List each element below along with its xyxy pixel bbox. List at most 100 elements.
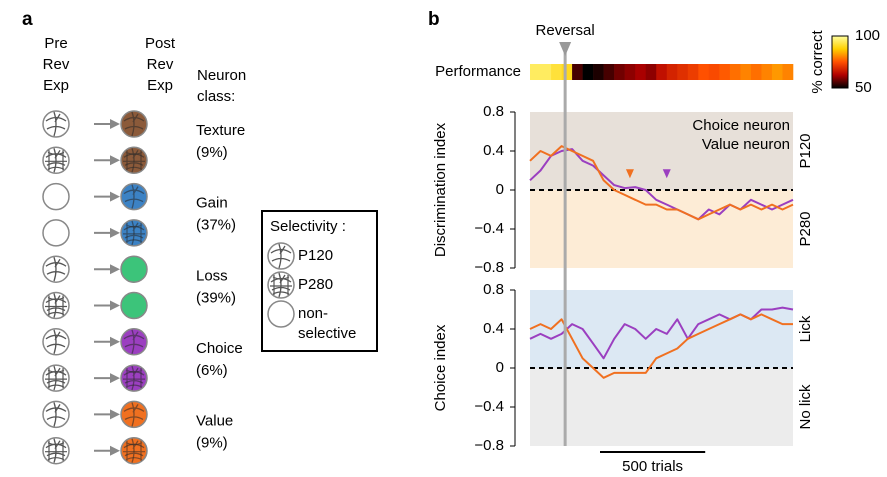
neuron-icon [42, 400, 70, 429]
y-tick-label: −0.4 [474, 220, 504, 237]
performance-cell [677, 64, 689, 80]
header-text: Rev [147, 56, 174, 73]
neuron-icon [120, 400, 148, 429]
neuron-icon [120, 110, 148, 138]
icon-pattern [123, 329, 145, 355]
colorbar-tick-label: 50 [855, 79, 872, 96]
icon-pattern [123, 402, 145, 427]
arrow-head [110, 409, 120, 420]
performance-cell [761, 64, 773, 80]
y-tick-label: 0 [496, 359, 504, 376]
class-share: (37%) [196, 217, 236, 234]
legend-label: non- [298, 305, 328, 322]
performance-cell [614, 64, 625, 80]
neuron-icon [120, 436, 148, 465]
class-name: Texture [196, 122, 245, 139]
icon-circle [120, 255, 148, 283]
y-tick-label: 0.4 [483, 320, 504, 337]
performance-cell [603, 64, 615, 80]
colorbar-label: % correct [809, 30, 826, 94]
icon-circle [267, 300, 295, 328]
neuron-icon [120, 146, 148, 175]
reversal-label: Reversal [536, 22, 595, 39]
y-axis-label: Choice index [432, 324, 449, 411]
header-text: Exp [43, 77, 69, 94]
neuron-icon [42, 146, 70, 175]
class-name: Choice [196, 340, 243, 357]
region [530, 368, 793, 446]
arrow-head [110, 227, 120, 238]
arrow-head [110, 264, 120, 275]
change-marker [662, 169, 671, 179]
change-marker [625, 169, 634, 179]
performance-cell [771, 64, 783, 80]
neuron-icon [267, 271, 295, 299]
panel-label: a [22, 9, 33, 30]
icon-circle [120, 291, 148, 320]
y-axis-label: Discrimination index [432, 122, 449, 257]
icon-pattern [45, 111, 67, 137]
row-label: Performance [435, 63, 521, 80]
icon-pattern [123, 111, 145, 137]
class-name: Value [196, 413, 233, 430]
class-name: Gain [196, 195, 228, 212]
y-tick-label: −0.8 [474, 437, 504, 454]
icon-pattern [45, 295, 67, 316]
arrow-head [110, 300, 120, 311]
neuron-icon [42, 182, 70, 211]
neuron-icon [120, 255, 148, 283]
arrow-head [110, 445, 120, 456]
performance-cell [708, 64, 720, 80]
neuron-icon [42, 219, 70, 247]
icon-pattern [45, 402, 67, 427]
neuron-icon [120, 182, 148, 211]
icon-pattern [45, 150, 67, 171]
icon-pattern [45, 440, 67, 461]
class-name: Loss [196, 267, 228, 284]
neuron-icon [267, 242, 295, 270]
region-label: Lick [797, 315, 814, 342]
legend-label: selective [298, 325, 356, 342]
neuron-icon [42, 110, 70, 138]
arrow-head [110, 191, 120, 202]
neuron-icon [267, 300, 295, 328]
arrow-head [110, 336, 120, 347]
icon-pattern [45, 368, 67, 389]
icon-pattern [45, 256, 67, 282]
arrow-head [110, 155, 120, 166]
series-line [529, 313, 793, 379]
performance-cell [687, 64, 699, 80]
reversal-arrow [559, 42, 572, 56]
performance-cell [561, 64, 573, 80]
icon-circle [42, 219, 70, 247]
performance-cell [582, 64, 594, 80]
legend-label: Value neuron [702, 136, 790, 153]
performance-cell [729, 64, 741, 80]
legend-label: P280 [298, 276, 333, 293]
arrow-head [110, 373, 120, 384]
class-share: (9%) [196, 435, 228, 452]
neuron-icon [42, 328, 70, 356]
neuron-icon [42, 364, 70, 392]
neuron-icon [120, 364, 148, 392]
header-text: Neuron [197, 67, 246, 84]
y-tick-label: −0.8 [474, 259, 504, 276]
header-text: Pre [44, 35, 67, 52]
region-label: P120 [797, 133, 814, 168]
neuron-icon [42, 255, 70, 283]
y-tick-label: 0.8 [483, 281, 504, 298]
performance-cell [656, 64, 668, 80]
scale-bar-label: 500 trials [622, 458, 683, 475]
header-text: class: [197, 88, 235, 105]
performance-cell [572, 64, 583, 80]
performance-cell [719, 64, 731, 80]
performance-cell [750, 64, 762, 80]
y-tick-label: −0.4 [474, 398, 504, 415]
icon-circle [42, 182, 70, 211]
icon-pattern [270, 275, 292, 295]
legend-title: Selectivity : [270, 218, 346, 235]
legend-label: Choice neuron [692, 117, 790, 134]
series-line [529, 145, 794, 221]
y-tick-label: 0.4 [483, 142, 504, 159]
